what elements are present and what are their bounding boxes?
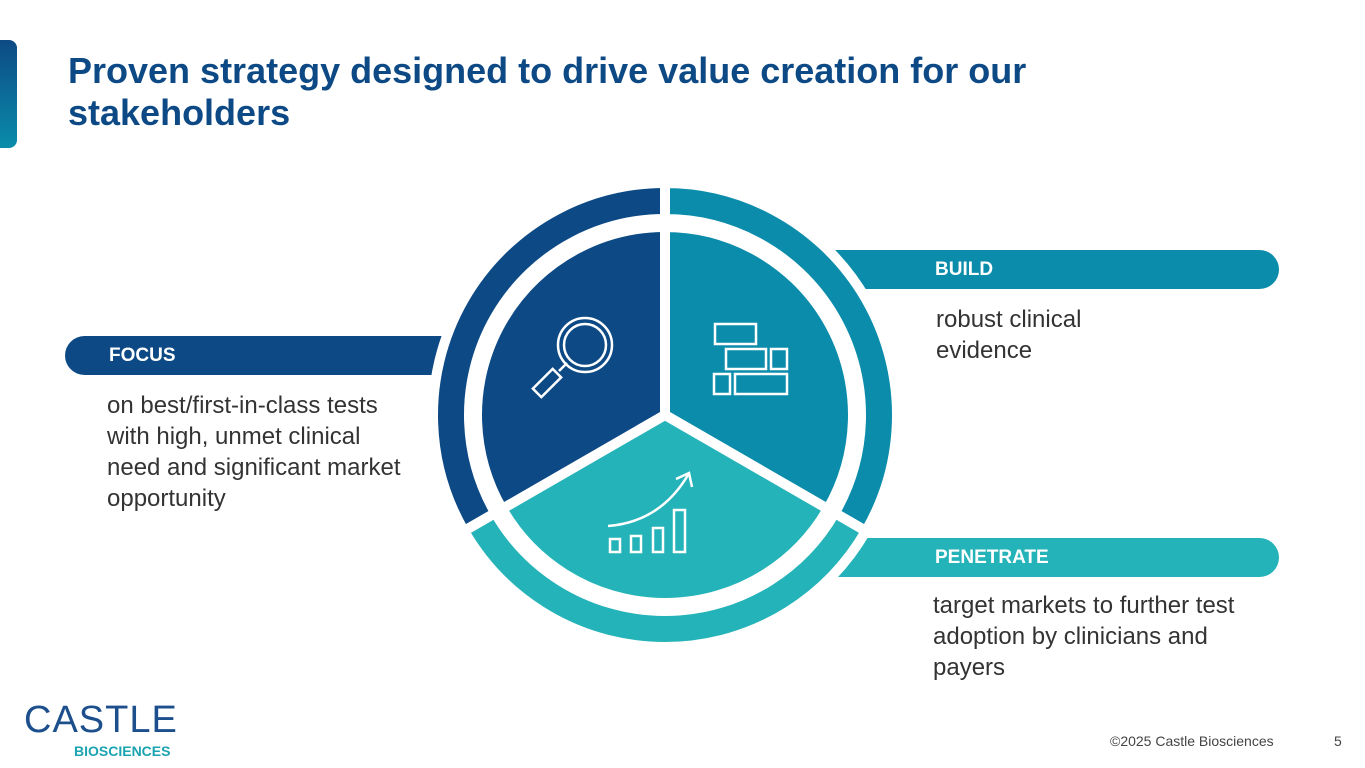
logo-main-text: CASTLE	[24, 699, 178, 741]
bricks-icon	[712, 322, 789, 396]
penetrate-description: target markets to further test adoption …	[933, 592, 1235, 681]
penetrate-ring	[457, 506, 873, 652]
build-label-bar: BUILD	[820, 250, 1279, 289]
penetrate-label-bar: PENETRATE	[820, 538, 1279, 577]
growth-chart-icon	[607, 471, 694, 554]
castle-logo: CASTLE BIOSCIENCES	[24, 698, 178, 760]
page-title: Proven strategy designed to drive value …	[68, 50, 1027, 133]
focus-description: on best/first-in-class tests with high, …	[107, 392, 401, 512]
penetrate-wedge	[495, 409, 835, 608]
build-description: robust clinical evidence	[936, 306, 1082, 364]
logo-sub-text: BIOSCIENCES	[74, 743, 171, 759]
page-number: 5	[1334, 733, 1342, 749]
copyright: ©2025 Castle Biosciences	[1110, 733, 1274, 749]
magnifying-glass-icon	[531, 316, 614, 399]
focus-label-bar: FOCUS	[65, 336, 455, 375]
title-accent-bar	[0, 40, 17, 148]
